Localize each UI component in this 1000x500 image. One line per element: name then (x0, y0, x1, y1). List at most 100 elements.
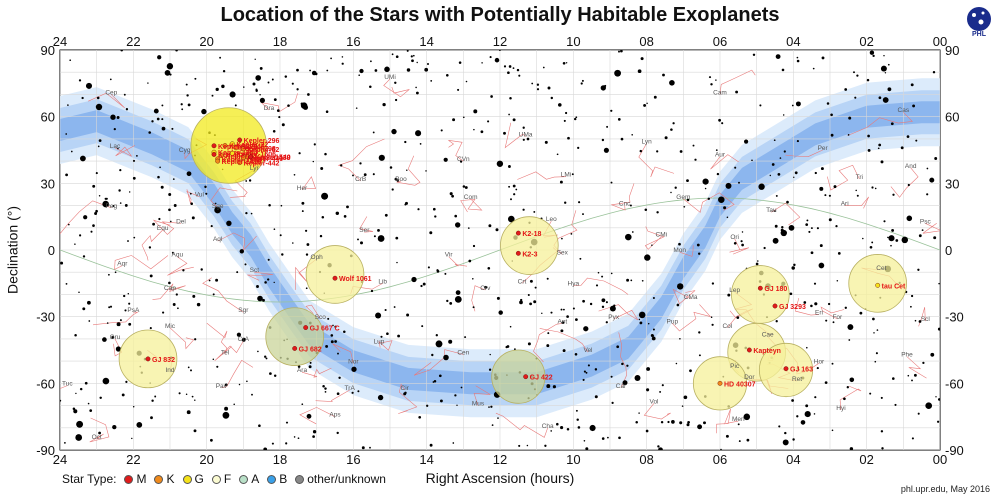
background-star (583, 370, 586, 373)
background-star (795, 101, 801, 107)
background-star (460, 386, 463, 389)
background-star (710, 316, 713, 318)
background-star (867, 134, 870, 138)
background-star (882, 97, 889, 103)
x-tick-label-top: 04 (786, 34, 800, 49)
background-star (226, 220, 232, 226)
background-star (312, 430, 317, 434)
highlighted-star-marker (145, 356, 151, 362)
y-tick-label-left: 90 (41, 43, 55, 58)
background-star (814, 396, 817, 399)
background-star (495, 228, 499, 232)
y-tick-label-left: -30 (36, 310, 55, 325)
background-star (580, 82, 583, 85)
background-star (454, 214, 458, 218)
background-star (452, 118, 456, 122)
background-star (561, 321, 565, 324)
background-star (641, 279, 644, 282)
background-star (377, 394, 384, 401)
background-star (201, 108, 207, 115)
background-star (85, 82, 93, 89)
background-star (556, 422, 559, 426)
background-star (434, 215, 437, 218)
background-star (451, 194, 454, 198)
background-star (775, 320, 778, 323)
background-star (487, 266, 491, 270)
background-star (884, 72, 887, 74)
constellation-label: Ant (557, 318, 567, 325)
constellation-label: Aql (213, 236, 223, 243)
background-star (751, 159, 753, 162)
background-star (278, 116, 281, 119)
background-star (268, 204, 271, 207)
background-star (234, 104, 237, 107)
background-star (276, 109, 280, 112)
background-star (536, 83, 540, 86)
background-star (293, 173, 296, 176)
background-star (427, 266, 430, 269)
constellation-figure (517, 171, 567, 180)
background-star (186, 410, 191, 415)
highlighted-star-marker (746, 347, 752, 353)
constellation-figure (315, 389, 350, 402)
background-star (572, 307, 575, 310)
constellation-label: Mus (472, 401, 485, 408)
background-star (258, 424, 261, 428)
background-star (585, 371, 588, 374)
constellation-label: Ara (297, 367, 308, 374)
background-star (890, 122, 894, 126)
background-star (229, 91, 236, 98)
background-star (565, 111, 568, 115)
constellation-label: Lyr (250, 165, 260, 172)
constellation-label: Ret (792, 376, 802, 383)
x-tick-label-bottom: 18 (273, 452, 287, 467)
background-star (263, 447, 268, 450)
background-star (488, 224, 492, 228)
constellation-label: Sct (250, 267, 260, 274)
x-tick-label-bottom: 08 (639, 452, 653, 467)
background-star (546, 344, 550, 348)
highlighted-star-marker (215, 158, 221, 164)
legend-dot-f (211, 474, 221, 484)
background-star (96, 96, 100, 100)
phl-logo-icon: PHL (967, 7, 991, 38)
background-star (575, 116, 578, 119)
background-star (707, 197, 711, 201)
background-star (527, 293, 530, 297)
background-star (516, 68, 520, 72)
background-star (272, 130, 276, 133)
background-star (564, 201, 567, 204)
background-star (737, 423, 740, 426)
background-star (168, 193, 172, 196)
background-star (120, 50, 123, 52)
legend-item-b: B (267, 472, 287, 486)
background-star (779, 157, 782, 159)
background-star (638, 311, 646, 319)
background-star (273, 228, 276, 231)
background-star (119, 202, 122, 204)
background-star (509, 325, 512, 328)
ecliptic-line (60, 197, 940, 303)
background-star (336, 392, 340, 396)
background-star (118, 189, 121, 192)
highlighted-star-label: GJ 180 (764, 286, 787, 293)
background-star (650, 334, 654, 337)
background-star (313, 143, 316, 146)
background-star (883, 220, 886, 223)
background-star (659, 390, 662, 393)
background-star (498, 310, 503, 315)
milky-way-core (60, 101, 940, 395)
x-tick-label-bottom: 12 (493, 452, 507, 467)
background-star (389, 166, 393, 169)
background-star (273, 281, 275, 284)
background-star (867, 148, 871, 152)
background-star (562, 61, 566, 65)
background-star (686, 198, 690, 202)
habitable-zone-circle (190, 107, 267, 184)
background-star (185, 83, 188, 86)
background-star (393, 306, 396, 308)
background-star (873, 332, 875, 334)
highlighted-star-marker (757, 285, 763, 291)
background-star (129, 191, 131, 193)
background-star (431, 353, 434, 357)
